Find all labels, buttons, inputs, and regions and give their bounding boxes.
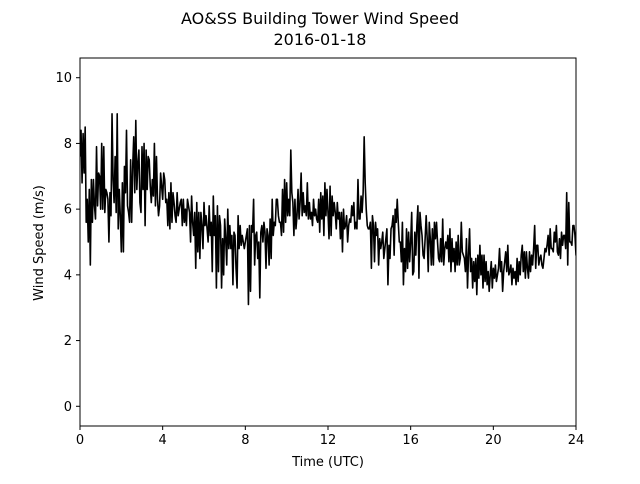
y-tick-label: 2 — [64, 334, 72, 349]
chart-subtitle: 2016-01-18 — [274, 30, 367, 49]
x-tick-label: 16 — [402, 433, 419, 448]
y-tick-label: 8 — [64, 137, 72, 152]
y-tick-label: 10 — [55, 71, 72, 86]
x-tick-label: 20 — [485, 433, 502, 448]
x-axis-label: Time (UTC) — [291, 455, 364, 470]
y-tick-label: 0 — [64, 400, 72, 415]
x-tick-label: 24 — [568, 433, 585, 448]
x-tick-label: 8 — [241, 433, 249, 448]
y-tick-label: 6 — [64, 203, 72, 218]
x-tick-label: 12 — [320, 433, 337, 448]
y-tick-label: 4 — [64, 268, 72, 283]
x-tick-label: 4 — [159, 433, 167, 448]
wind-speed-series-line — [80, 113, 576, 306]
chart-title: AO&SS Building Tower Wind Speed — [181, 9, 459, 28]
series-layer — [80, 113, 576, 306]
y-axis-label: Wind Speed (m/s) — [32, 185, 47, 301]
x-tick-label: 0 — [76, 433, 84, 448]
